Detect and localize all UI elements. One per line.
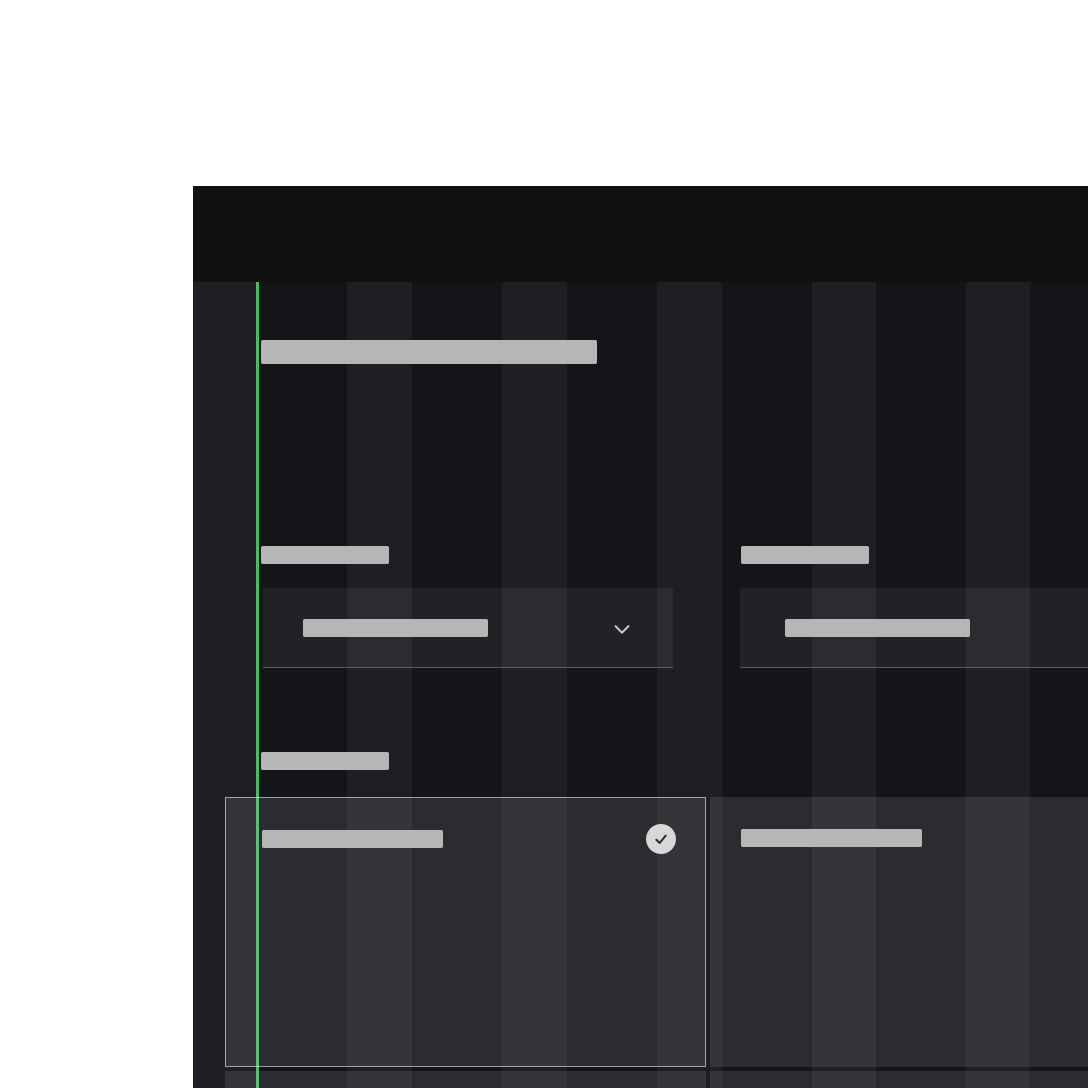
dropdown-value-placeholder xyxy=(303,619,488,637)
dropdown-value-placeholder xyxy=(785,619,970,637)
card-title-placeholder xyxy=(262,830,443,848)
option-card[interactable] xyxy=(710,797,1088,1067)
section-label-placeholder xyxy=(261,752,389,770)
chevron-down-icon xyxy=(611,618,633,640)
page-heading-placeholder xyxy=(261,340,597,364)
dropdown-field[interactable] xyxy=(740,588,1088,668)
card-title-placeholder xyxy=(741,829,922,847)
field-label-placeholder xyxy=(741,546,869,564)
option-card[interactable] xyxy=(710,1071,1088,1088)
field-label-placeholder xyxy=(261,546,389,564)
option-card[interactable] xyxy=(225,1071,706,1088)
selected-check-icon xyxy=(646,824,676,854)
content-area xyxy=(193,282,1088,1088)
dropdown-field[interactable] xyxy=(263,588,673,668)
app-window xyxy=(193,186,1088,1088)
option-card[interactable] xyxy=(225,797,706,1067)
app-header xyxy=(193,186,1088,282)
